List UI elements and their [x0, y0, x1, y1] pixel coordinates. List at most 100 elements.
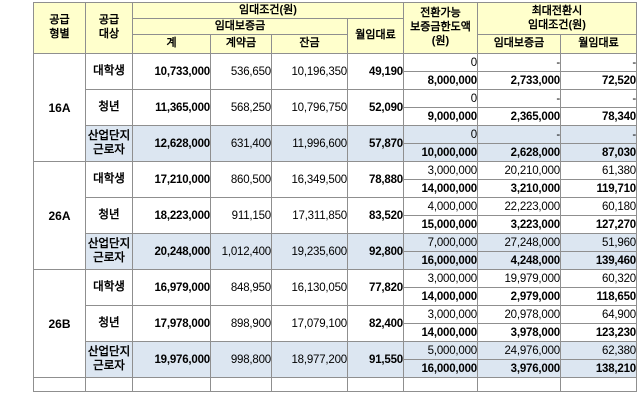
- conv-limit-cell: 10,000,000: [403, 143, 478, 162]
- target-cell: 대학생: [85, 269, 133, 306]
- conv-deposit-cell: 2,979,000: [477, 287, 561, 306]
- contract-cell: 998,800: [210, 341, 272, 378]
- header-supply-target: 공급 대상: [85, 2, 133, 54]
- conv-monthly-cell: 123,230: [560, 323, 637, 342]
- header-convertible-limit: 전환가능 보증금한도액 (원): [403, 2, 478, 54]
- deposit-total-cell: 11,365,000: [132, 89, 211, 126]
- conv-limit-cell: 4,000,000: [403, 197, 478, 216]
- header-max-deposit: 임대보증금: [477, 34, 561, 54]
- balance-cell: 10,196,350: [271, 53, 348, 90]
- conv-deposit-cell: 19,979,000: [477, 269, 561, 288]
- monthly-rent-cell: 57,870: [347, 125, 404, 162]
- contract-cell: 860,500: [210, 161, 272, 198]
- target-cell: 청년: [85, 197, 133, 234]
- header-row-2: 임대보증금 월임대료: [34, 18, 637, 54]
- contract-cell: 536,650: [210, 53, 272, 90]
- conv-limit-cell: 15,000,000: [403, 215, 478, 234]
- table-row: 산업단지 근로자 12,628,000 631,400 11,996,600 5…: [34, 125, 637, 162]
- monthly-rent-cell: 78,880: [347, 161, 404, 198]
- balance-cell: 11,996,600: [271, 125, 348, 162]
- balance-cell: 10,796,750: [271, 89, 348, 126]
- conv-monthly-cell: 118,650: [560, 287, 637, 306]
- deposit-total-cell: 19,976,000: [132, 341, 211, 378]
- group-type-cell: 26A: [33, 161, 86, 270]
- conv-monthly-cell: -: [560, 89, 637, 108]
- conv-deposit-cell: 2,365,000: [477, 107, 561, 126]
- header-supply-type: 공급 형별: [33, 2, 86, 54]
- balance-cell: 17,311,850: [271, 197, 348, 234]
- contract-cell: 631,400: [210, 125, 272, 162]
- table-row: 15,000,000 3,223,000 127,270: [34, 215, 637, 234]
- balance-cell: 17,079,100: [271, 305, 348, 342]
- conv-limit-cell: 14,000,000: [403, 179, 478, 198]
- contract-cell: 1,012,400: [210, 233, 272, 270]
- conv-monthly-cell: 60,180: [560, 197, 637, 216]
- table-row: 산업단지 근로자 19,976,000 998,800 18,977,200 9…: [34, 341, 637, 378]
- conv-deposit-cell: 27,248,000: [477, 233, 561, 252]
- conv-limit-cell: 16,000,000: [403, 359, 478, 378]
- conv-monthly-cell: -: [560, 125, 637, 144]
- conv-monthly-cell: 64,900: [560, 305, 637, 324]
- conv-limit-cell: 3,000,000: [403, 269, 478, 288]
- stub-cell: [477, 377, 561, 392]
- target-cell: 산업단지 근로자: [85, 125, 133, 162]
- conv-monthly-cell: 72,520: [560, 71, 637, 90]
- table-row: 26B 대학생 16,979,000 848,950 16,130,050 77…: [33, 269, 637, 378]
- conv-deposit-cell: 2,628,000: [477, 143, 561, 162]
- conv-monthly-cell: 62,380: [560, 341, 637, 360]
- conv-monthly-cell: 60,320: [560, 269, 637, 288]
- conv-deposit-cell: -: [477, 89, 561, 108]
- header-contract: 계약금: [210, 34, 272, 54]
- conv-deposit-cell: 24,976,000: [477, 341, 561, 360]
- target-cell: 청년: [85, 89, 133, 126]
- table-row: 16,000,000 3,976,000 138,210: [34, 359, 637, 378]
- table-row: 8,000,000 2,733,000 72,520: [34, 71, 637, 90]
- conv-deposit-cell: 3,978,000: [477, 323, 561, 342]
- table-row-clipped: [33, 377, 637, 392]
- deposit-total-cell: 16,979,000: [132, 269, 211, 306]
- conv-limit-cell: 14,000,000: [403, 323, 478, 342]
- conv-limit-cell: 0: [403, 89, 478, 108]
- conv-limit-cell: 14,000,000: [403, 287, 478, 306]
- conv-limit-cell: 0: [403, 125, 478, 144]
- target-cell: 대학생: [85, 53, 133, 90]
- target-cell: 산업단지 근로자: [85, 341, 133, 378]
- conv-deposit-cell: 3,223,000: [477, 215, 561, 234]
- table-row: 16A 대학생 10,733,000 536,650 10,196,350 49…: [33, 53, 637, 162]
- balance-cell: 16,349,500: [271, 161, 348, 198]
- table-row: 10,000,000 2,628,000 87,030: [34, 143, 637, 162]
- group-type-cell: 16A: [33, 53, 86, 162]
- conv-deposit-cell: 4,248,000: [477, 251, 561, 270]
- rental-conditions-table: 공급 형별 공급 대상 임대조건(원) 전환가능 보증금한도액 (원) 최대전환…: [33, 2, 637, 392]
- balance-cell: 19,235,600: [271, 233, 348, 270]
- table-row: 14,000,000 3,978,000 123,230: [34, 323, 637, 342]
- conv-deposit-cell: 3,976,000: [477, 359, 561, 378]
- deposit-total-cell: 17,978,000: [132, 305, 211, 342]
- conv-monthly-cell: 139,460: [560, 251, 637, 270]
- balance-cell: 16,130,050: [271, 269, 348, 306]
- table-row: 14,000,000 2,979,000 118,650: [34, 287, 637, 306]
- table-row: 14,000,000 3,210,000 119,710: [34, 179, 637, 198]
- conv-deposit-cell: 3,210,000: [477, 179, 561, 198]
- header-monthly-rent: 월임대료: [347, 18, 404, 54]
- table-row: 산업단지 근로자 20,248,000 1,012,400 19,235,600…: [34, 233, 637, 270]
- contract-cell: 911,150: [210, 197, 272, 234]
- deposit-total-cell: 20,248,000: [132, 233, 211, 270]
- conv-limit-cell: 7,000,000: [403, 233, 478, 252]
- stub-cell: [347, 377, 404, 392]
- header-max-monthly: 월임대료: [560, 34, 637, 54]
- monthly-rent-cell: 49,190: [347, 53, 404, 90]
- conv-limit-cell: 5,000,000: [403, 341, 478, 360]
- stub-cell: [132, 377, 211, 392]
- stub-cell: [85, 377, 133, 392]
- table-row: 청년 11,365,000 568,250 10,796,750 52,090 …: [34, 89, 637, 126]
- conv-monthly-cell: -: [560, 53, 637, 72]
- conv-deposit-cell: 2,733,000: [477, 71, 561, 90]
- contract-cell: 848,950: [210, 269, 272, 306]
- conv-limit-cell: 8,000,000: [403, 71, 478, 90]
- conv-limit-cell: 3,000,000: [403, 305, 478, 324]
- header-rent-conditions: 임대조건(원): [132, 2, 404, 19]
- stub-cell: [403, 377, 478, 392]
- stub-cell: [271, 377, 348, 392]
